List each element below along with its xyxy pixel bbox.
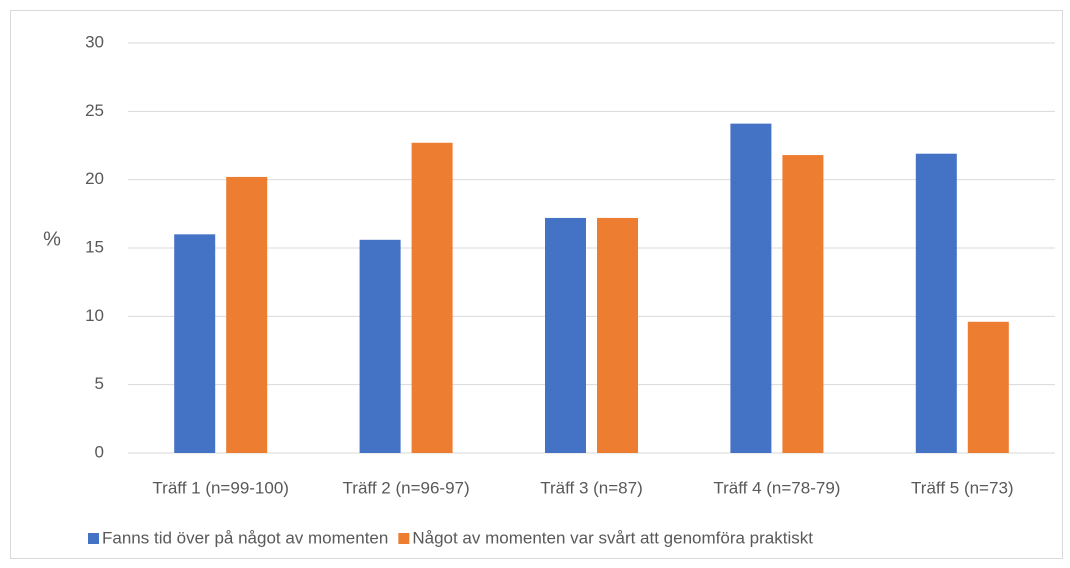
- y-tick-label: 25: [85, 101, 104, 120]
- legend-swatch: [398, 533, 410, 544]
- y-axis-label: %: [43, 228, 61, 250]
- chart-frame: [10, 10, 1063, 559]
- y-tick-label: 10: [85, 306, 104, 325]
- bar: [545, 217, 586, 453]
- x-tick-label: Träff 2 (n=96-97): [343, 478, 470, 497]
- bar: [915, 153, 957, 453]
- y-tick-label: 15: [85, 237, 104, 256]
- x-tick-label: Träff 4 (n=78-79): [713, 478, 840, 497]
- bar: [782, 155, 824, 454]
- legend-label: Fanns tid över på något av momenten: [102, 528, 388, 547]
- legend-label: Något av momenten var svårt att genomför…: [412, 528, 813, 547]
- bar: [174, 234, 216, 453]
- bar: [359, 239, 401, 453]
- legend-swatch: [88, 533, 99, 544]
- bar: [730, 123, 772, 453]
- y-tick-label: 5: [95, 374, 104, 393]
- y-tick-label: 30: [85, 32, 104, 51]
- bar: [597, 217, 638, 453]
- y-tick-label: 0: [95, 442, 104, 461]
- x-tick-label: Träff 3 (n=87): [540, 478, 643, 497]
- x-tick-label: Träff 1 (n=99-100): [152, 478, 289, 497]
- bar: [226, 176, 268, 453]
- bar: [967, 321, 1009, 453]
- bar: [411, 142, 453, 453]
- y-tick-label: 20: [85, 169, 104, 188]
- x-tick-label: Träff 5 (n=73): [911, 478, 1014, 497]
